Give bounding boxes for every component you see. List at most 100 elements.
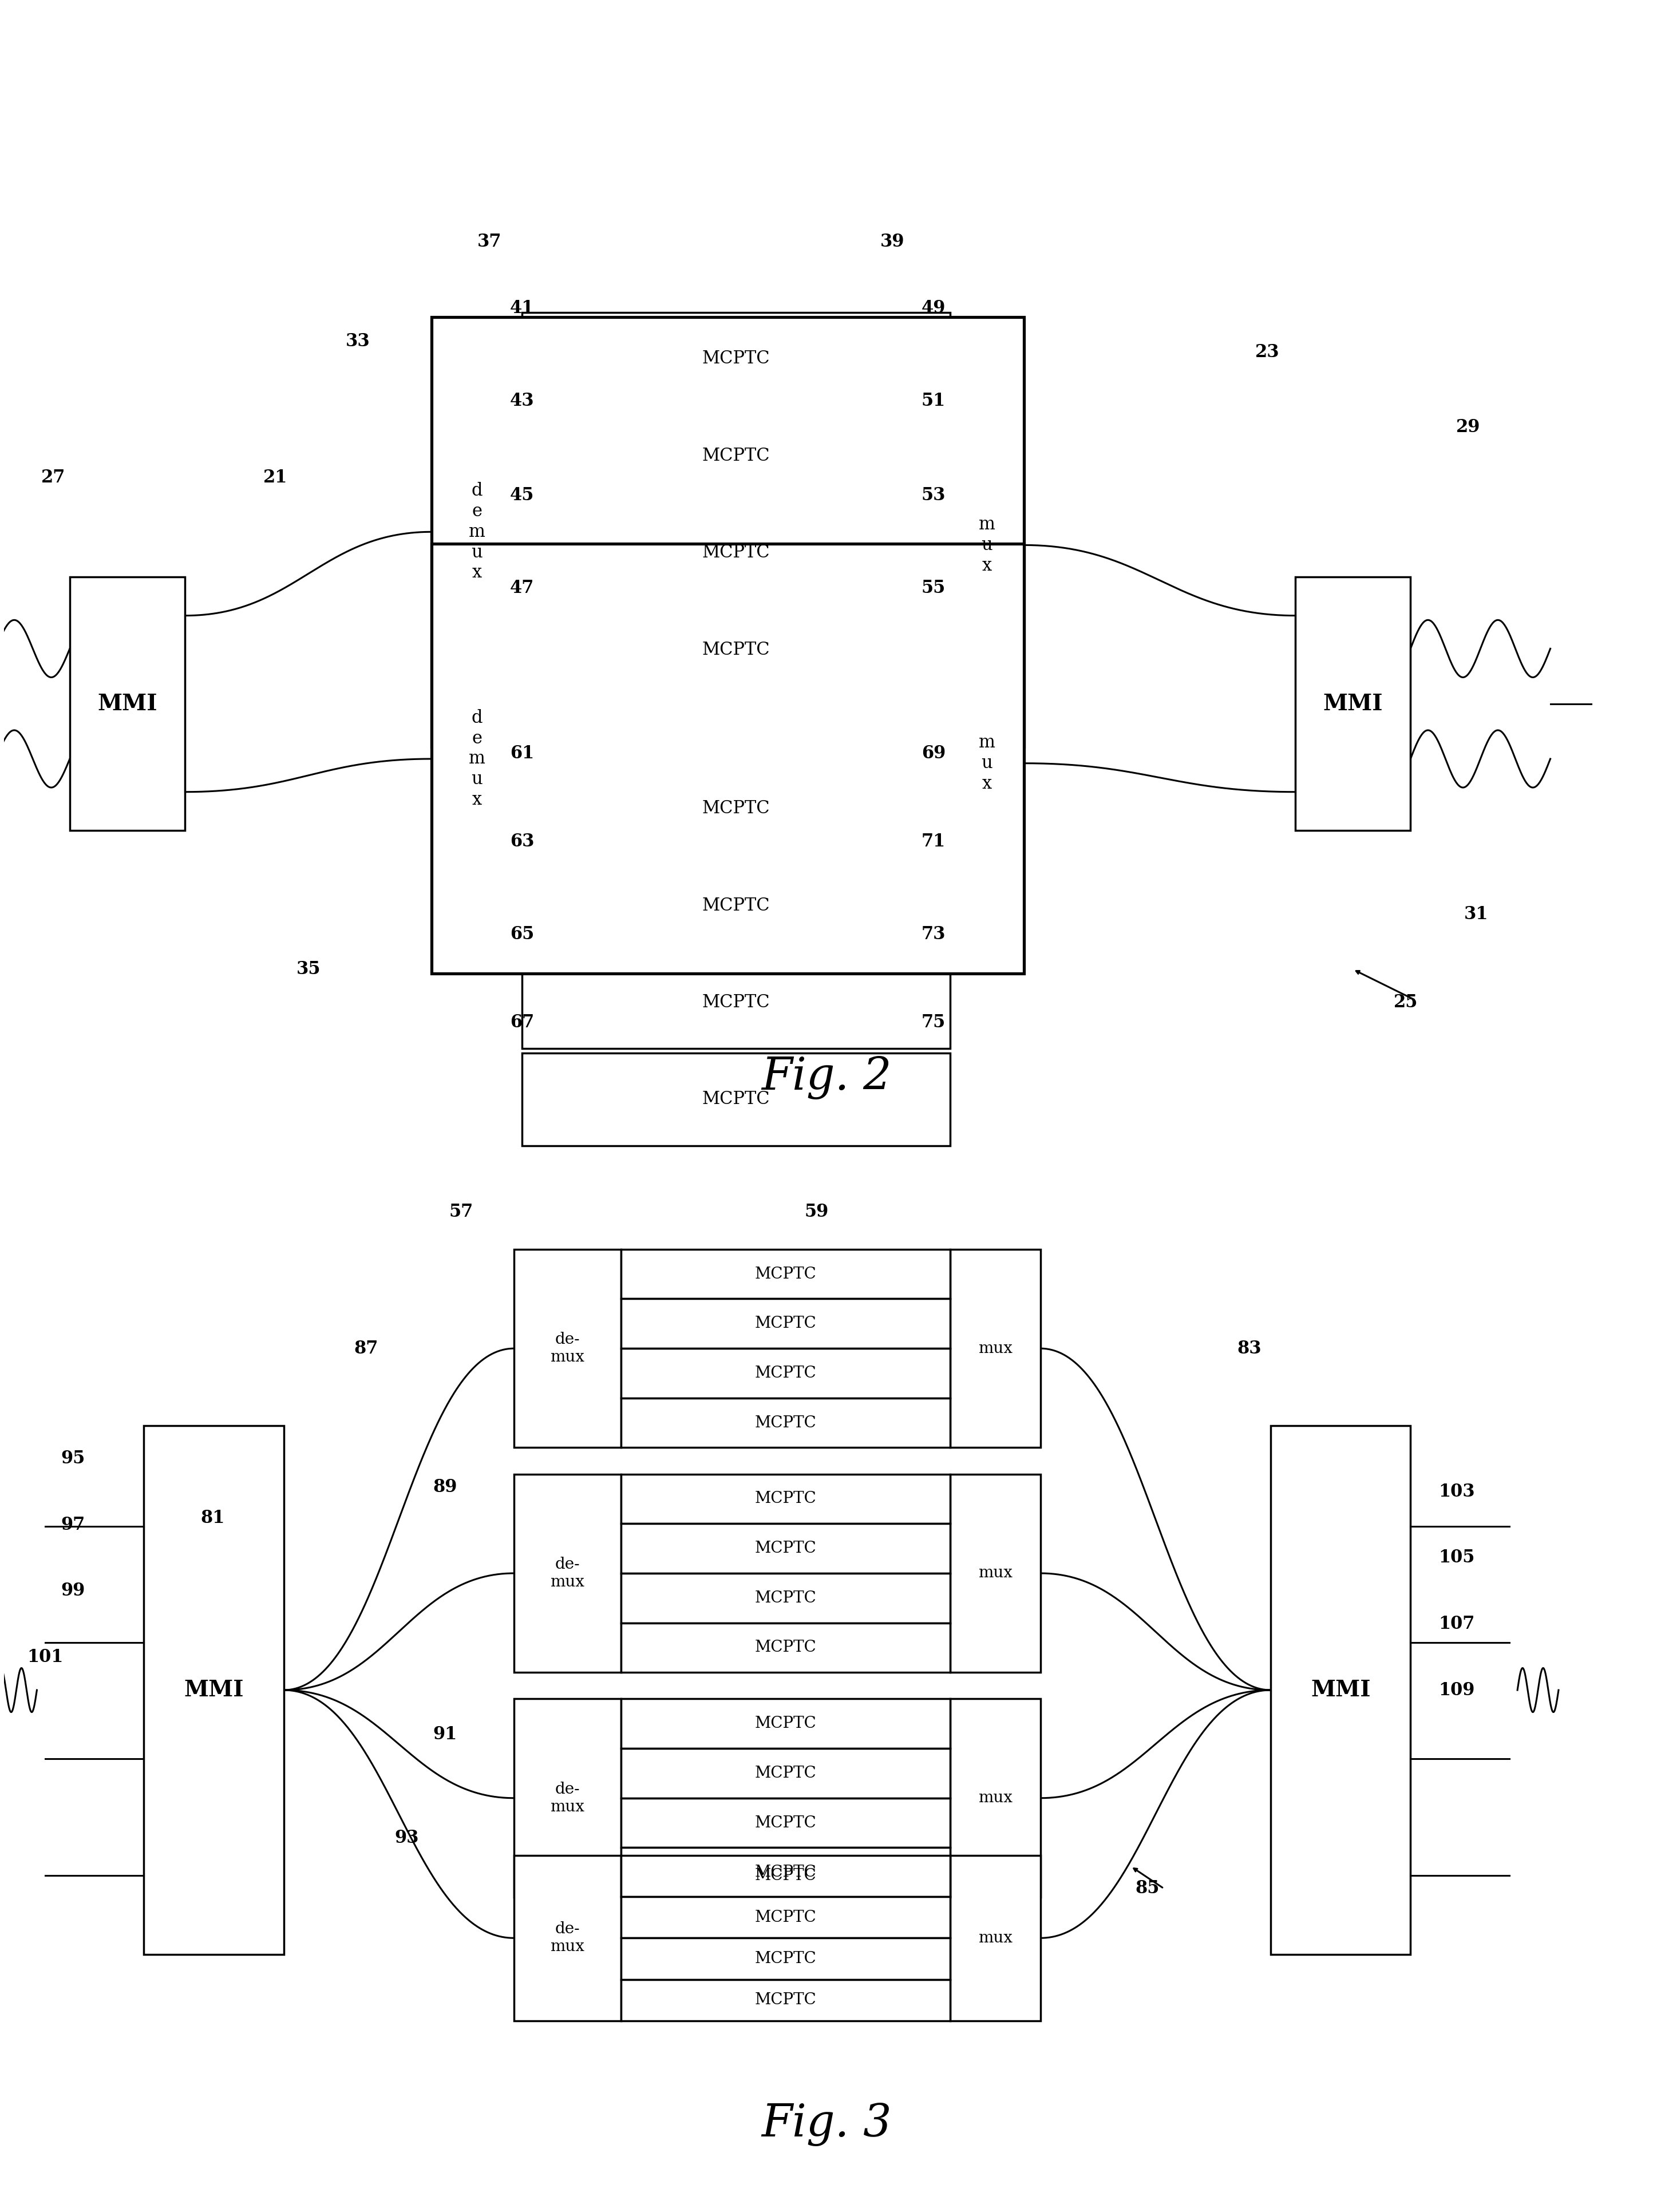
Text: de-
mux: de- mux <box>550 1557 585 1590</box>
Text: MMI: MMI <box>183 1679 243 1701</box>
Text: MMI: MMI <box>98 692 157 714</box>
Text: Fig. 2: Fig. 2 <box>762 1055 891 1099</box>
Text: 71: 71 <box>921 832 946 849</box>
FancyBboxPatch shape <box>522 1053 950 1146</box>
FancyBboxPatch shape <box>1296 577 1410 830</box>
Text: 51: 51 <box>921 392 946 409</box>
FancyBboxPatch shape <box>622 1938 950 1980</box>
Text: MCPTC: MCPTC <box>703 896 770 914</box>
Text: 47: 47 <box>511 580 534 597</box>
FancyBboxPatch shape <box>522 858 950 951</box>
Text: MCPTC: MCPTC <box>703 349 770 367</box>
FancyBboxPatch shape <box>431 544 1023 973</box>
FancyBboxPatch shape <box>622 1847 950 1898</box>
FancyBboxPatch shape <box>622 1798 950 1847</box>
Text: 33: 33 <box>345 332 370 349</box>
Text: MCPTC: MCPTC <box>754 1590 817 1606</box>
FancyBboxPatch shape <box>514 1856 622 2022</box>
Text: 23: 23 <box>1255 343 1279 361</box>
FancyBboxPatch shape <box>950 1856 1040 2022</box>
FancyBboxPatch shape <box>522 507 950 599</box>
Text: MCPTC: MCPTC <box>703 641 770 659</box>
Text: 49: 49 <box>921 299 946 316</box>
Text: 61: 61 <box>511 745 534 763</box>
Text: MCPTC: MCPTC <box>754 1265 817 1281</box>
FancyBboxPatch shape <box>622 1349 950 1398</box>
Text: MMI: MMI <box>1322 692 1384 714</box>
FancyBboxPatch shape <box>514 1473 622 1672</box>
FancyBboxPatch shape <box>514 1699 622 1898</box>
Text: 101: 101 <box>26 1648 63 1666</box>
Text: 91: 91 <box>433 1725 456 1743</box>
Text: 73: 73 <box>921 925 946 942</box>
Text: 75: 75 <box>921 1013 946 1031</box>
Text: 105: 105 <box>1438 1548 1474 1566</box>
Text: 27: 27 <box>41 469 66 487</box>
Text: MMI: MMI <box>1311 1679 1370 1701</box>
FancyBboxPatch shape <box>950 1250 1040 1447</box>
FancyBboxPatch shape <box>431 316 522 748</box>
FancyBboxPatch shape <box>950 582 1023 945</box>
Text: MCPTC: MCPTC <box>754 1639 817 1655</box>
Text: 37: 37 <box>478 232 501 250</box>
Text: MCPTC: MCPTC <box>754 1542 817 1557</box>
Text: mux: mux <box>979 1340 1012 1356</box>
Text: 55: 55 <box>921 580 946 597</box>
Text: de-
mux: de- mux <box>550 1781 585 1814</box>
Text: MCPTC: MCPTC <box>703 799 770 816</box>
FancyBboxPatch shape <box>950 1699 1040 1898</box>
FancyBboxPatch shape <box>431 316 1023 748</box>
Text: MCPTC: MCPTC <box>754 1491 817 1506</box>
Text: MCPTC: MCPTC <box>754 1865 817 1880</box>
Text: 109: 109 <box>1438 1681 1474 1699</box>
Text: mux: mux <box>979 1566 1012 1582</box>
Text: 87: 87 <box>354 1340 379 1358</box>
Text: 43: 43 <box>511 392 534 409</box>
Text: MCPTC: MCPTC <box>703 993 770 1011</box>
Text: 25: 25 <box>1393 993 1418 1011</box>
Text: m
u
x: m u x <box>979 734 995 792</box>
Text: 41: 41 <box>511 299 534 316</box>
Text: 81: 81 <box>200 1509 225 1526</box>
FancyBboxPatch shape <box>1271 1425 1410 1955</box>
Text: 65: 65 <box>511 925 534 942</box>
FancyBboxPatch shape <box>522 409 950 502</box>
FancyBboxPatch shape <box>950 1473 1040 1672</box>
Text: MCPTC: MCPTC <box>754 1909 817 1924</box>
Text: 21: 21 <box>263 469 288 487</box>
Text: MCPTC: MCPTC <box>754 1816 817 1832</box>
Text: MCPTC: MCPTC <box>754 1765 817 1781</box>
Text: MCPTC: MCPTC <box>754 1717 817 1732</box>
FancyBboxPatch shape <box>622 1298 950 1349</box>
FancyBboxPatch shape <box>522 604 950 697</box>
Text: MCPTC: MCPTC <box>754 1869 817 1885</box>
Text: 69: 69 <box>921 745 946 763</box>
Text: 35: 35 <box>296 960 321 978</box>
FancyBboxPatch shape <box>622 1624 950 1672</box>
FancyBboxPatch shape <box>522 956 950 1048</box>
Text: de-
mux: de- mux <box>550 1332 585 1365</box>
Text: 31: 31 <box>1465 905 1488 922</box>
Text: MCPTC: MCPTC <box>703 544 770 562</box>
Text: mux: mux <box>979 1931 1012 1947</box>
Text: 93: 93 <box>395 1829 420 1847</box>
Text: 39: 39 <box>879 232 904 250</box>
Text: 57: 57 <box>450 1203 473 1221</box>
Text: 29: 29 <box>1456 418 1479 436</box>
Text: MCPTC: MCPTC <box>754 1416 817 1431</box>
Text: 107: 107 <box>1438 1615 1474 1632</box>
Text: 97: 97 <box>61 1515 86 1533</box>
Text: 67: 67 <box>511 1013 534 1031</box>
FancyBboxPatch shape <box>950 363 1023 728</box>
Text: MCPTC: MCPTC <box>754 1993 817 2008</box>
FancyBboxPatch shape <box>522 312 950 405</box>
Text: 89: 89 <box>433 1478 456 1495</box>
Text: 95: 95 <box>61 1449 86 1467</box>
Text: m
u
x: m u x <box>979 515 995 575</box>
FancyBboxPatch shape <box>514 1250 622 1447</box>
FancyBboxPatch shape <box>622 1747 950 1798</box>
Text: d
e
m
u
x: d e m u x <box>469 710 486 810</box>
Text: de-
mux: de- mux <box>550 1922 585 1955</box>
FancyBboxPatch shape <box>622 1473 950 1524</box>
Text: 59: 59 <box>805 1203 828 1221</box>
